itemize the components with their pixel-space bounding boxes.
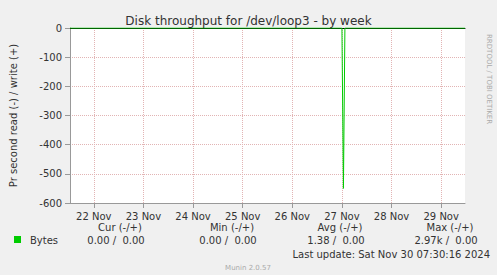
svg-text:-100: -100 (39, 52, 62, 63)
svg-text:26 Nov: 26 Nov (275, 211, 311, 222)
svg-text:0.00 / 0.00: 0.00 / 0.00 (87, 235, 144, 246)
svg-text:Max (-/+): Max (-/+) (426, 222, 473, 233)
svg-text:Disk throughput for /dev/loop3: Disk throughput for /dev/loop3 - by week (125, 14, 371, 28)
svg-text:24 Nov: 24 Nov (175, 211, 211, 222)
svg-text:28 Nov: 28 Nov (374, 211, 410, 222)
svg-text:Min (-/+): Min (-/+) (210, 222, 254, 233)
svg-text:2.97k / 0.00: 2.97k / 0.00 (414, 235, 477, 246)
svg-text:0: 0 (56, 23, 62, 34)
svg-text:Bytes: Bytes (30, 235, 58, 246)
svg-text:23 Nov: 23 Nov (126, 211, 162, 222)
svg-text:Munin 2.0.57: Munin 2.0.57 (225, 264, 271, 272)
svg-text:-500: -500 (39, 168, 62, 179)
svg-text:Avg (-/+): Avg (-/+) (318, 222, 363, 233)
svg-text:Last update: Sat Nov 30 07:30:: Last update: Sat Nov 30 07:30:16 2024 (292, 249, 490, 260)
svg-text:Cur (-/+): Cur (-/+) (98, 222, 142, 233)
svg-text:1.38 / 0.00: 1.38 / 0.00 (307, 235, 364, 246)
svg-text:-200: -200 (39, 81, 62, 92)
svg-text:27 Nov: 27 Nov (324, 211, 360, 222)
svg-text:25 Nov: 25 Nov (225, 211, 261, 222)
svg-text:-600: -600 (39, 198, 62, 209)
svg-text:0.00 / 0.00: 0.00 / 0.00 (199, 235, 256, 246)
svg-text:Pr second read (-) / write (+): Pr second read (-) / write (+) (8, 44, 19, 187)
svg-text:29 Nov: 29 Nov (423, 211, 459, 222)
svg-text:-400: -400 (39, 139, 62, 150)
svg-text:22 Nov: 22 Nov (76, 211, 112, 222)
svg-text:RRDTOOL / TOBI OETIKER: RRDTOOL / TOBI OETIKER (485, 34, 493, 124)
svg-text:-300: -300 (39, 110, 62, 121)
